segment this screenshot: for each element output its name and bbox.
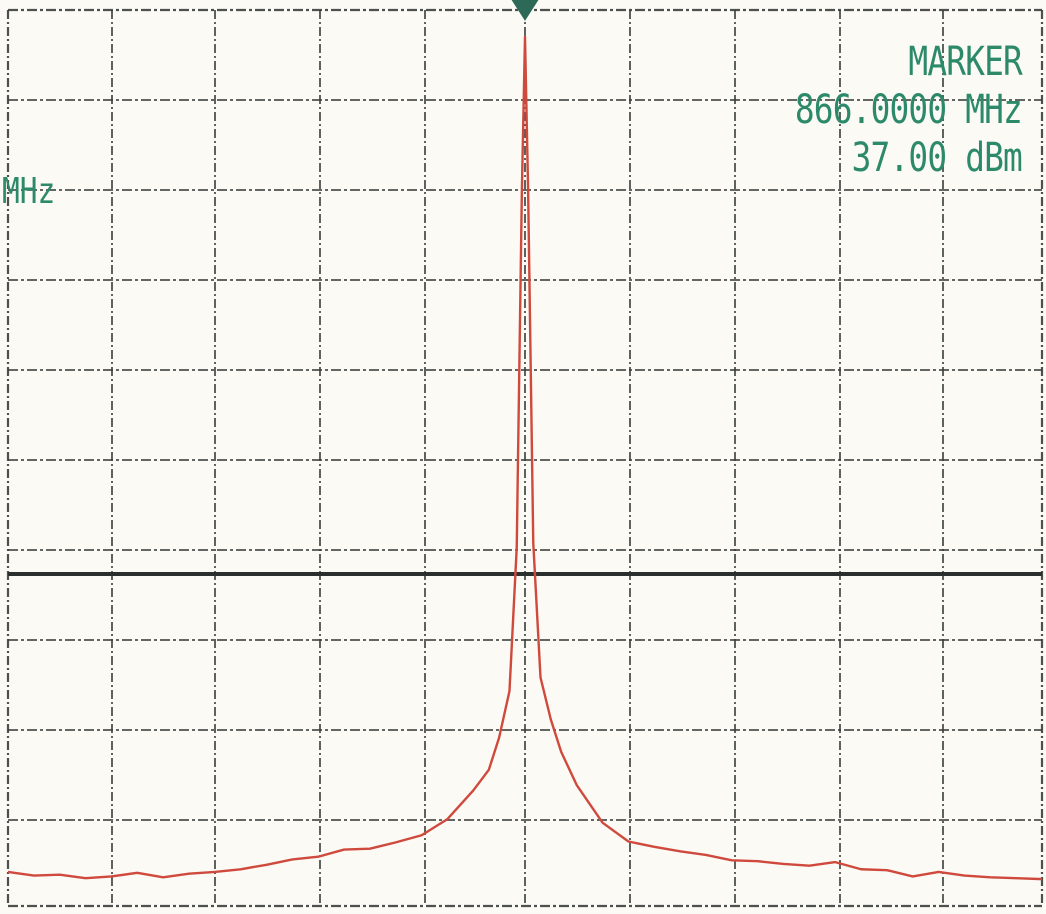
spectrum-trace bbox=[7, 35, 1043, 881]
marker-readout: MARKER 866.0000 MHz 37.00 dBm bbox=[794, 38, 1023, 182]
frequency-unit-label: MHz bbox=[2, 171, 56, 212]
marker-level: 37.00 dBm bbox=[851, 135, 1023, 181]
marker-frequency: 866.0000 MHz bbox=[794, 87, 1023, 133]
marker-triangle-icon bbox=[511, 0, 539, 21]
marker-title: MARKER bbox=[908, 39, 1022, 85]
grid bbox=[6, 8, 1044, 908]
